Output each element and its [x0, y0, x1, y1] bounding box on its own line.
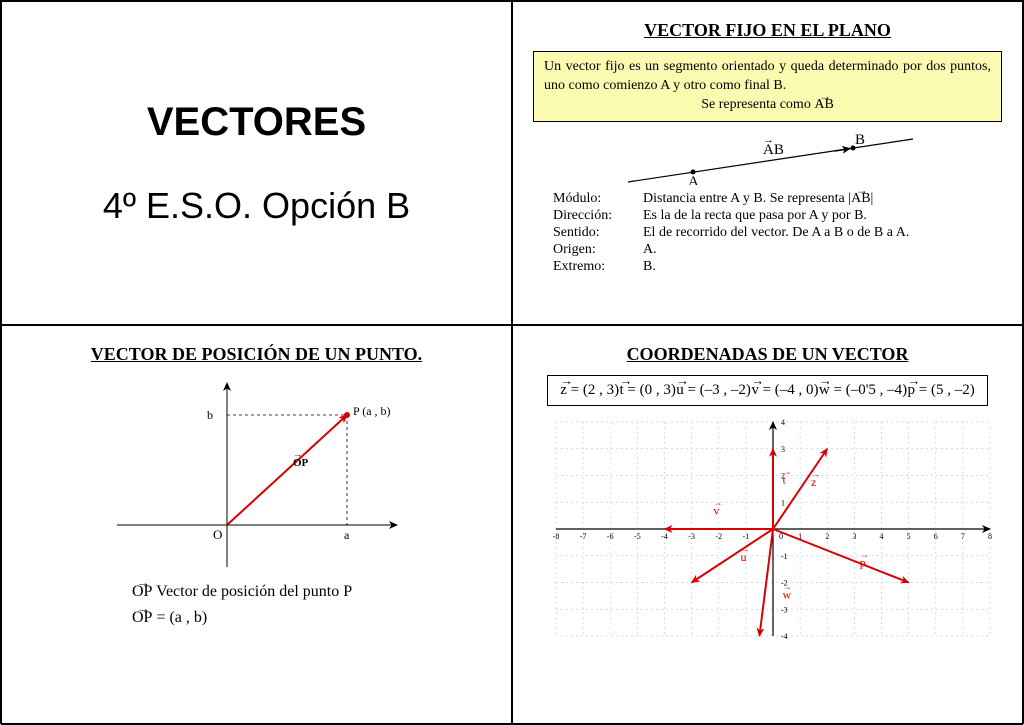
- vector-coord: p = (5 , –2): [908, 382, 975, 399]
- vector-coord: v = (–4 , 0): [751, 382, 818, 399]
- op-symbol: OP: [132, 609, 152, 627]
- property-label: Módulo:: [553, 191, 643, 207]
- property-value: Es la de la recta que pasa por A y por B…: [643, 208, 867, 224]
- svg-text:-8: -8: [552, 532, 559, 541]
- coordinates-panel: COORDENADAS DE UN VECTOR z = (2 , 3)t = …: [512, 325, 1023, 725]
- position-diagram: OP (a , b)abOP→: [107, 375, 407, 575]
- svg-text:-7: -7: [579, 532, 586, 541]
- svg-text:-4: -4: [661, 532, 668, 541]
- property-row: Módulo:Distancia entre A y B. Se represe…: [553, 191, 1002, 207]
- svg-text:→: →: [713, 497, 722, 507]
- svg-text:→: →: [740, 544, 749, 554]
- coordinates-box: z = (2 , 3)t = (0 , 3)u = (–3 , –2)v = (…: [547, 375, 988, 406]
- page-grid: VECTORES 4º E.S.O. Opción B VECTOR FIJO …: [0, 0, 1024, 724]
- coordinate-grid-chart: -8-7-6-5-4-3-2-112345678-4-3-2-112340z→t…: [538, 414, 998, 644]
- property-label: Origen:: [553, 242, 643, 258]
- svg-text:a: a: [344, 528, 350, 542]
- caption-2: OP = (a , b): [132, 609, 491, 627]
- svg-text:→: →: [782, 467, 791, 477]
- property-label: Sentido:: [553, 225, 643, 241]
- svg-text:→: →: [763, 134, 774, 146]
- svg-text:2: 2: [825, 532, 829, 541]
- property-value: B.: [643, 259, 656, 275]
- caption-text: Vector de posición del punto P: [152, 583, 352, 600]
- svg-text:→: →: [293, 449, 302, 459]
- vector-coord: u = (–3 , –2): [676, 382, 751, 399]
- section-title: VECTOR DE POSICIÓN DE UN PUNTO.: [22, 344, 491, 365]
- property-row: Origen:A.: [553, 242, 1002, 258]
- svg-text:-2: -2: [715, 532, 722, 541]
- svg-text:4: 4: [781, 418, 785, 427]
- property-label: Extremo:: [553, 259, 643, 275]
- subtitle: 4º E.S.O. Opción B: [103, 185, 410, 227]
- section-title: VECTOR FIJO EN EL PLANO: [533, 20, 1002, 41]
- svg-text:3: 3: [852, 532, 856, 541]
- svg-text:-5: -5: [634, 532, 641, 541]
- svg-text:b: b: [207, 408, 213, 422]
- svg-text:→: →: [782, 582, 791, 592]
- svg-text:8: 8: [988, 532, 992, 541]
- property-row: Sentido:El de recorrido del vector. De A…: [553, 225, 1002, 241]
- definition-box: Un vector fijo es un segmento orientado …: [533, 51, 1002, 122]
- caption-text: = (a , b): [152, 609, 207, 626]
- properties-list: Módulo:Distancia entre A y B. Se represe…: [553, 191, 1002, 275]
- caption-1: OP Vector de posición del punto P: [132, 583, 491, 601]
- svg-text:6: 6: [933, 532, 937, 541]
- svg-text:1: 1: [781, 498, 785, 507]
- svg-text:-3: -3: [688, 532, 695, 541]
- definition-text: Un vector fijo es un segmento orientado …: [544, 59, 991, 93]
- title-panel: VECTORES 4º E.S.O. Opción B: [1, 1, 512, 325]
- svg-text:7: 7: [960, 532, 964, 541]
- property-row: Dirección:Es la de la recta que pasa por…: [553, 208, 1002, 224]
- svg-text:-3: -3: [781, 605, 788, 614]
- svg-text:O: O: [213, 527, 222, 542]
- vector-coord: w = (–0'5 , –4): [819, 382, 907, 399]
- section-title: COORDENADAS DE UN VECTOR: [533, 344, 1002, 365]
- vector-coord: t = (0 , 3): [619, 382, 675, 399]
- main-title: VECTORES: [147, 100, 366, 145]
- fixed-vector-panel: VECTOR FIJO EN EL PLANO Un vector fijo e…: [512, 1, 1023, 325]
- svg-text:-6: -6: [606, 532, 613, 541]
- svg-text:→: →: [810, 469, 819, 479]
- vector-coord: z = (2 , 3): [560, 382, 619, 399]
- svg-text:B: B: [855, 132, 865, 148]
- svg-text:-1: -1: [742, 532, 749, 541]
- svg-text:3: 3: [781, 445, 785, 454]
- property-value: A.: [643, 242, 657, 258]
- svg-text:-4: -4: [781, 632, 788, 641]
- svg-text:P (a , b): P (a , b): [353, 404, 391, 418]
- property-label: Dirección:: [553, 208, 643, 224]
- svg-text:5: 5: [906, 532, 910, 541]
- svg-text:A: A: [688, 174, 699, 185]
- op-symbol: OP: [132, 583, 152, 601]
- ab-diagram: ABAB→: [603, 130, 933, 185]
- property-value: El de recorrido del vector. De A a B o d…: [643, 225, 909, 241]
- svg-text:-1: -1: [781, 552, 788, 561]
- svg-text:→: →: [859, 549, 868, 559]
- property-row: Extremo:B.: [553, 259, 1002, 275]
- vector-ab-symbol: AB: [814, 96, 833, 115]
- property-value: Distancia entre A y B. Se representa |AB…: [643, 191, 873, 207]
- definition-repr-pre: Se representa como: [701, 97, 814, 112]
- svg-text:4: 4: [879, 532, 883, 541]
- position-vector-panel: VECTOR DE POSICIÓN DE UN PUNTO. O P (a , …: [1, 325, 512, 725]
